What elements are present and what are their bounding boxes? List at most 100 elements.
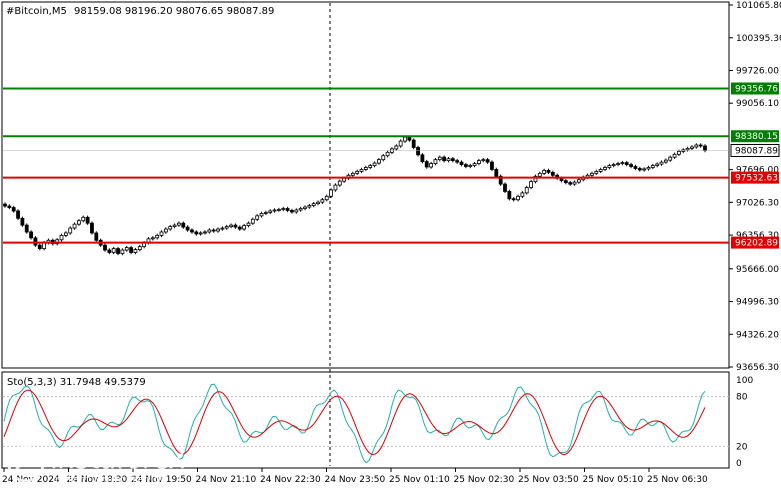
candle-body	[185, 226, 190, 231]
price-tick-label: 99056.10	[736, 99, 779, 109]
candle-body	[594, 170, 599, 174]
main-chart-frame	[1, 1, 730, 369]
candle-body	[620, 162, 625, 165]
candle-body	[277, 209, 281, 211]
level-price-label: 98380.15	[735, 132, 778, 142]
candle-body	[694, 144, 699, 148]
candle-body	[533, 175, 538, 183]
candle-body	[616, 163, 620, 165]
candle-body	[37, 244, 42, 249]
candle-body	[246, 222, 251, 227]
instaforex-watermark: instaforex Instant Forex Trading	[6, 440, 196, 486]
candle-body	[77, 220, 81, 225]
candle-body	[437, 156, 442, 161]
candle-body	[646, 167, 651, 170]
candle-body	[494, 169, 499, 177]
price-tick-label: 100395.30	[736, 34, 781, 44]
level-price-box	[731, 171, 779, 184]
level-price-box	[731, 82, 779, 95]
candle-body	[446, 158, 451, 162]
candle-body	[294, 209, 299, 213]
time-tick-label: 25 Nov 06:30	[647, 475, 708, 485]
candle-body	[3, 203, 7, 207]
candle-body	[316, 201, 320, 205]
candle-body	[607, 165, 612, 168]
time-tick-label: 24 Nov 22:30	[260, 475, 321, 485]
candle-body	[507, 191, 512, 200]
candle-body	[568, 182, 573, 185]
candle-body	[220, 227, 225, 230]
candle-body	[472, 163, 477, 166]
candle-body	[542, 170, 547, 174]
time-tick-label: 24 Nov 19:50	[131, 475, 192, 485]
candle-body	[577, 179, 581, 183]
horizontal-levels[interactable]: 99356.76 98380.15 97532.63 96202.89	[3, 82, 779, 249]
candle-body	[177, 222, 181, 226]
price-tick-label: 97696.00	[736, 166, 779, 176]
candle-body	[224, 226, 229, 229]
candle-body	[320, 199, 325, 203]
candle-body	[511, 198, 516, 201]
current-price-box	[730, 143, 780, 157]
candle-body	[268, 210, 273, 213]
level-price-box	[731, 130, 779, 143]
candle-body	[63, 232, 68, 236]
candle-body	[203, 231, 207, 234]
candle-body	[442, 156, 447, 162]
main-header-symbol: #Bitcoin,M5	[6, 6, 67, 17]
candle-body	[703, 145, 707, 151]
candle-body	[129, 247, 133, 253]
candle-body	[68, 227, 73, 234]
candle-body	[546, 170, 551, 173]
time-tick-label: 25 Nov 01:10	[389, 475, 450, 485]
candle-body	[211, 229, 216, 232]
candle-body	[350, 172, 355, 176]
candle-body	[90, 222, 94, 234]
candle-body	[524, 187, 529, 194]
candle-body	[433, 159, 438, 164]
time-tick-label: 24 Nov 23:50	[325, 475, 386, 485]
watermark-brand: instaforex	[50, 442, 185, 475]
candle-body	[385, 151, 390, 157]
candle-body	[155, 234, 160, 239]
stochastic-lines	[3, 383, 706, 464]
candle-body	[259, 213, 264, 217]
watermark-tagline: Instant Forex Trading	[52, 473, 168, 486]
candle-body	[355, 170, 360, 174]
price-tick-label: 94326.20	[736, 330, 779, 340]
stoch-main-line	[3, 383, 706, 464]
candle-body	[659, 161, 664, 165]
candle-body	[529, 181, 533, 188]
price-tick-label: 101065.80	[736, 1, 781, 11]
candle-body	[72, 223, 77, 229]
candle-body	[233, 224, 238, 228]
candle-body	[368, 165, 373, 168]
candle-body	[424, 161, 429, 168]
candle-body	[329, 189, 333, 197]
level-price-label: 99356.76	[735, 84, 778, 94]
candle-body	[207, 229, 212, 233]
main-header-ohlc: 98159.08 98196.20 98076.65 98087.89	[74, 6, 274, 17]
current-price-label: 98087.89	[735, 146, 778, 156]
candle-series	[3, 135, 729, 256]
candle-body	[550, 171, 555, 176]
candle-body	[372, 162, 377, 166]
candle-body	[450, 158, 455, 162]
candle-body	[94, 232, 99, 241]
candle-body	[24, 224, 29, 233]
candle-body	[490, 161, 494, 170]
candle-body	[590, 172, 594, 176]
candle-body	[20, 217, 25, 226]
candle-body	[133, 249, 138, 253]
candle-body	[477, 160, 481, 164]
candle-body	[194, 231, 199, 235]
price-tick-label: 96356.30	[736, 231, 779, 241]
candle-body	[16, 210, 20, 219]
candle-body	[255, 215, 260, 220]
price-tick-label: 99726.00	[736, 66, 779, 76]
candle-body	[342, 177, 347, 182]
time-tick-label: 25 Nov 02:30	[454, 475, 515, 485]
candle-body	[381, 155, 386, 161]
instaforex-logo-icon	[7, 445, 45, 483]
